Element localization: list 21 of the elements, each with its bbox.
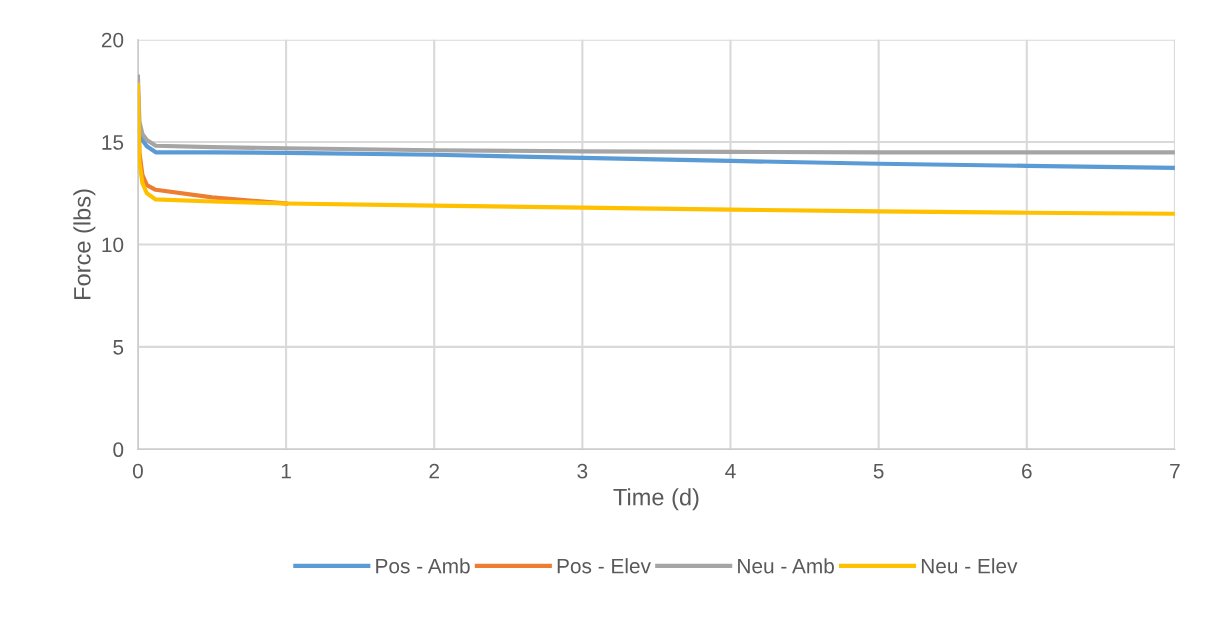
- x-axis-title: Time (d): [613, 488, 699, 511]
- x-tick-label: 2: [429, 463, 439, 479]
- y-tick-label: 0: [113, 442, 124, 458]
- y-tick-label: 20: [101, 32, 124, 48]
- line-series: [137, 82, 1175, 216]
- legend-label: Pos - Amb: [376, 558, 470, 574]
- y-tick-label: 10: [102, 237, 124, 253]
- x-tick-label: 1: [281, 463, 291, 479]
- legend-label: Pos - Elev: [557, 558, 651, 574]
- x-tick-label: 0: [132, 463, 143, 479]
- y-axis-title: Force (lbs): [73, 189, 96, 299]
- line-series: [137, 74, 1175, 155]
- x-tick-label: 6: [1022, 463, 1032, 479]
- x-tick-label: 4: [725, 463, 736, 479]
- x-tick-label: 5: [873, 463, 884, 479]
- y-tick-label: 5: [113, 340, 124, 355]
- x-tick-label: 3: [577, 463, 588, 479]
- legend-label: Neu - Elev: [921, 558, 1018, 574]
- y-tick-label: 15: [102, 135, 124, 150]
- legend-label: Neu - Amb: [738, 558, 834, 574]
- x-tick-label: 7: [1170, 463, 1180, 479]
